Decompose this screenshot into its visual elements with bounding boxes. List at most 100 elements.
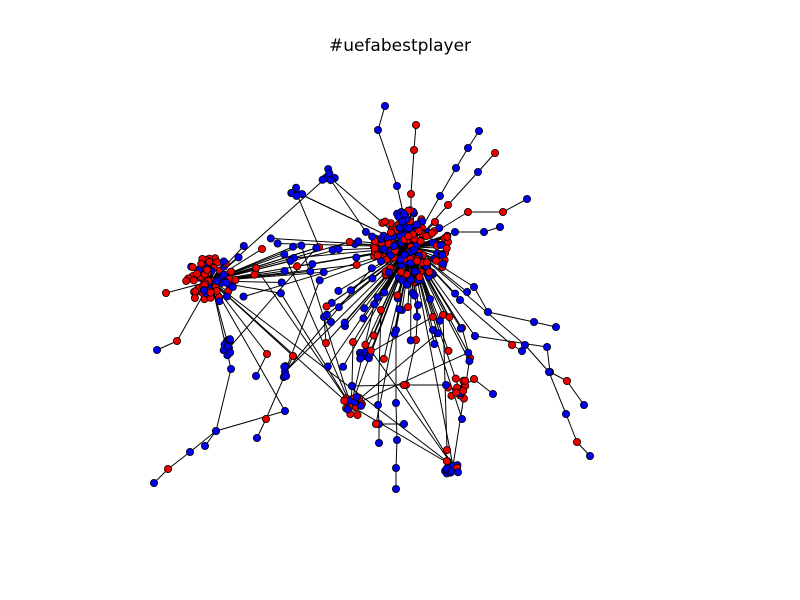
graph-edge — [413, 124, 417, 151]
graph-node-blue — [521, 340, 530, 349]
graph-node-blue — [251, 371, 260, 380]
graph-node-blue — [200, 441, 209, 450]
graph-node-blue — [377, 257, 386, 266]
graph-edge — [350, 352, 469, 407]
graph-node-red — [206, 288, 215, 297]
graph-node-blue — [185, 447, 194, 456]
graph-node-red — [161, 288, 170, 297]
graph-edge — [459, 299, 513, 346]
graph-edge — [167, 451, 191, 470]
graph-node-blue — [360, 304, 369, 313]
graph-edge — [215, 410, 286, 432]
graph-node-blue — [379, 244, 388, 253]
graph-node-red — [463, 207, 472, 216]
graph-node-blue — [334, 286, 343, 295]
graph-edge — [255, 353, 268, 377]
graph-edge — [566, 380, 585, 406]
graph-node-red — [381, 217, 390, 226]
graph-edge — [565, 413, 578, 443]
graph-node-red — [366, 346, 375, 355]
graph-edge — [363, 316, 434, 357]
graph-node-blue — [326, 176, 335, 185]
graph-node-blue — [469, 282, 478, 291]
graph-edge — [210, 280, 286, 412]
graph-node-blue — [580, 400, 589, 409]
graph-node-blue — [319, 268, 328, 277]
graph-node-red — [393, 291, 402, 300]
graph-node-blue — [450, 227, 459, 236]
graph-node-red — [451, 374, 460, 383]
graph-node-red — [452, 388, 461, 397]
graph-node-blue — [292, 183, 301, 192]
graph-node-blue — [406, 336, 415, 345]
graph-node-red — [409, 145, 418, 154]
graph-node-red — [507, 340, 516, 349]
graph-node-blue — [410, 291, 419, 300]
graph-node-red — [370, 244, 379, 253]
graph-edge — [210, 175, 329, 282]
graph-node-red — [442, 445, 451, 454]
graph-node-red — [404, 232, 413, 241]
graph-node-blue — [297, 241, 306, 250]
graph-edge — [189, 430, 217, 453]
graph-node-blue — [435, 224, 444, 233]
graph-node-blue — [359, 314, 368, 323]
graph-node-blue — [392, 181, 401, 190]
graph-edge — [447, 171, 479, 206]
graph-node-blue — [435, 316, 444, 325]
graph-node-blue — [361, 227, 370, 236]
graph-node-red — [345, 237, 354, 246]
graph-node-blue — [280, 406, 289, 415]
graph-node-blue — [343, 405, 352, 414]
graph-node-blue — [211, 426, 220, 435]
graph-node-red — [352, 260, 361, 269]
graph-node-blue — [430, 339, 439, 348]
graph-node-blue — [402, 280, 411, 289]
graph-node-red — [373, 251, 382, 260]
graph-edge — [295, 191, 320, 248]
graph-node-red — [288, 351, 297, 360]
graph-node-blue — [367, 264, 376, 273]
graph-node-blue — [276, 289, 285, 298]
graph-edge — [524, 344, 550, 373]
graph-node-red — [442, 244, 451, 253]
graph-node-blue — [373, 293, 382, 302]
graph-edge — [280, 293, 352, 407]
graph-node-blue — [352, 392, 361, 401]
graph-node-red — [415, 273, 424, 282]
graph-edge — [548, 371, 567, 415]
graph-node-red — [250, 270, 259, 279]
graph-node-blue — [286, 256, 295, 265]
graph-node-blue — [323, 362, 332, 371]
graph-node-blue — [339, 362, 348, 371]
graph-node-red — [386, 228, 395, 237]
graph-node-blue — [543, 342, 552, 351]
graph-node-blue — [340, 318, 349, 327]
graph-node-blue — [435, 191, 444, 200]
graph-node-blue — [234, 253, 243, 262]
graph-node-red — [428, 229, 437, 238]
graph-node-blue — [199, 286, 208, 295]
graph-node-red — [252, 264, 261, 273]
graph-node-blue — [586, 451, 595, 460]
graph-node-red — [262, 349, 271, 358]
graph-node-blue — [226, 348, 235, 357]
graph-node-red — [445, 313, 454, 322]
graph-node-red — [348, 337, 357, 346]
graph-node-blue — [347, 381, 356, 390]
graph-node-blue — [395, 223, 404, 232]
graph-node-blue — [410, 267, 419, 276]
graph-node-blue — [455, 295, 464, 304]
graph-node-red — [498, 207, 507, 216]
graph-node-blue — [396, 255, 405, 264]
graph-node-blue — [368, 274, 377, 283]
graph-node-blue — [374, 438, 383, 447]
graph-node-blue — [436, 240, 445, 249]
graph-edge — [473, 378, 494, 395]
graph-node-red — [369, 331, 378, 340]
graph-node-blue — [280, 250, 289, 259]
graph-node-blue — [219, 257, 228, 266]
graph-node-blue — [280, 362, 289, 371]
graph-node-blue — [219, 270, 228, 279]
